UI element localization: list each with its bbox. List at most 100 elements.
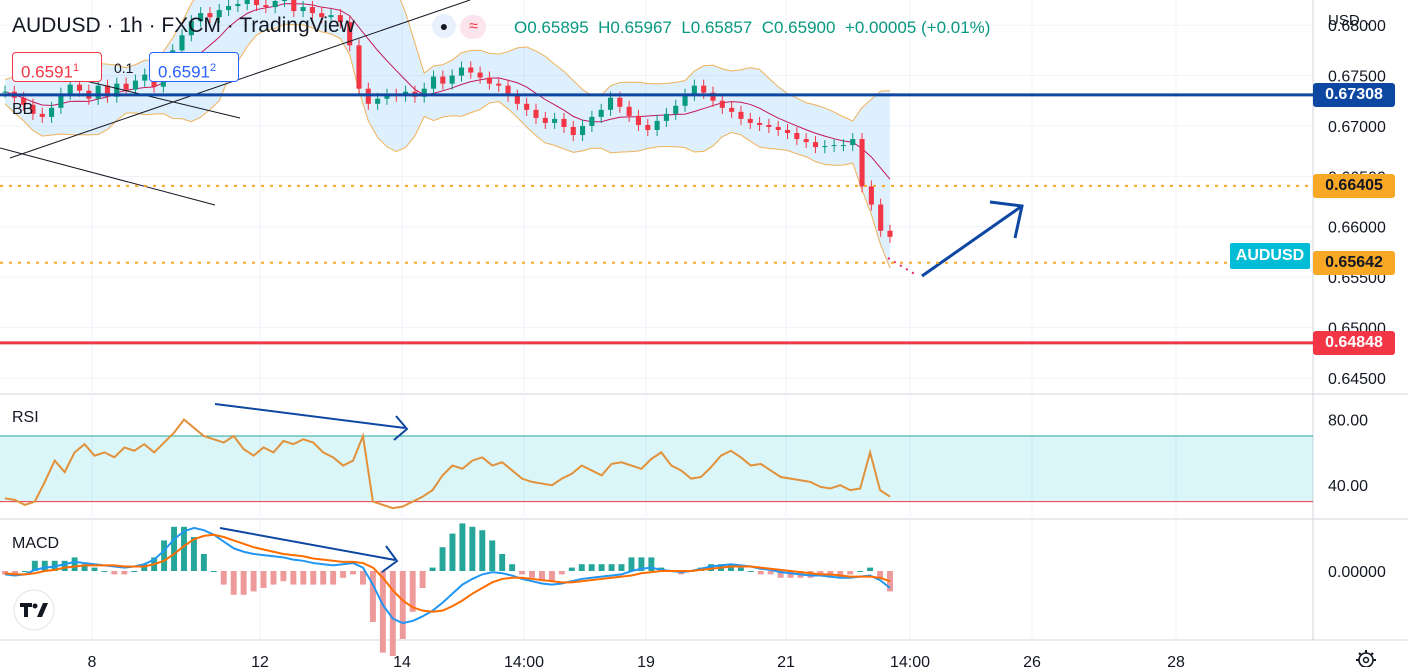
candle xyxy=(328,9,334,24)
header-dot: · xyxy=(148,14,156,37)
macd-histogram-bar xyxy=(161,540,168,571)
candle xyxy=(570,120,576,142)
bb-indicator-label[interactable]: BB xyxy=(12,101,34,118)
macd-histogram-bar xyxy=(857,571,864,572)
macd-histogram-bar xyxy=(210,571,217,572)
candle xyxy=(766,118,772,134)
macd-histogram-bar xyxy=(588,564,595,571)
macd-histogram-bar xyxy=(61,560,68,571)
macd-histogram-bar xyxy=(489,540,496,571)
macd-histogram-bar xyxy=(409,571,416,612)
symbol-name[interactable]: AUDUSD xyxy=(12,14,101,37)
candle xyxy=(738,105,744,125)
channel-line-upper xyxy=(9,0,471,159)
macd-histogram-bar xyxy=(11,571,18,575)
macd-histogram-bar xyxy=(369,571,376,622)
rsi-tick-label: 40.00 xyxy=(1328,478,1368,495)
chart-header: AUDUSD · 1h · FXCM · TradingView xyxy=(12,14,355,38)
macd-histogram-bar xyxy=(847,571,854,575)
chevron-down-icon: ⌄ xyxy=(1363,16,1374,28)
interval-label[interactable]: 1h xyxy=(119,14,143,37)
macd-histogram-bar xyxy=(439,547,446,571)
macd-histogram-bar xyxy=(479,530,486,571)
candle xyxy=(840,139,846,152)
candle xyxy=(207,7,213,24)
candle xyxy=(505,79,511,102)
candle xyxy=(794,126,800,146)
low-value: 0.65857 xyxy=(690,18,753,37)
candle xyxy=(524,97,530,116)
candle xyxy=(449,69,455,90)
macd-histogram-bar xyxy=(171,526,178,571)
macd-histogram-bar xyxy=(131,571,138,572)
macd-histogram-bar xyxy=(111,571,118,575)
price-tick-label: 0.64500 xyxy=(1328,371,1386,388)
buy-price-box[interactable]: 0.65912 xyxy=(149,52,239,82)
macd-indicator-label[interactable]: MACD xyxy=(12,535,60,552)
macd-histogram-bar xyxy=(290,571,297,585)
header-dot: · xyxy=(226,14,234,37)
candle xyxy=(123,77,129,96)
macd-histogram-bar xyxy=(877,571,884,578)
candle xyxy=(887,224,893,243)
macd-histogram-bar xyxy=(638,557,645,571)
candle xyxy=(710,86,716,107)
price-level-label: 0.66405 xyxy=(1313,173,1395,198)
series-icons: ● ≈ xyxy=(432,14,487,39)
time-tick-label: 12 xyxy=(251,654,269,667)
macd-histogram-bar xyxy=(767,571,774,575)
channel-line-lower xyxy=(0,147,216,206)
candle xyxy=(803,133,809,149)
macd-histogram-bar xyxy=(598,564,605,571)
candle xyxy=(747,112,753,129)
macd-histogram-bar xyxy=(499,554,506,571)
candle xyxy=(542,111,548,129)
forecast-dotted-line xyxy=(887,257,919,277)
macd-histogram-bar xyxy=(578,564,585,571)
macd-histogram-bar xyxy=(817,571,824,575)
change-value: +0.00005 (+0.01%) xyxy=(844,18,991,37)
time-tick-label: 28 xyxy=(1167,654,1185,667)
candle xyxy=(729,101,735,118)
price-tick-label: 0.67000 xyxy=(1328,119,1386,136)
broker-label: FXCM xyxy=(161,14,221,37)
bollinger-lower-line xyxy=(4,23,891,269)
candle xyxy=(552,112,558,129)
eye-icon[interactable]: ● xyxy=(432,14,456,38)
macd-histogram-bar xyxy=(648,557,655,571)
macd-histogram-bar xyxy=(81,564,88,571)
close-label: C xyxy=(761,18,774,37)
macd-histogram-bar xyxy=(519,571,526,575)
time-tick-label: 14 xyxy=(393,654,411,667)
macd-signal-line xyxy=(4,533,891,613)
candle xyxy=(812,136,819,154)
tradingview-logo-icon[interactable] xyxy=(13,589,55,631)
macd-histogram-bar xyxy=(91,567,98,571)
macd-histogram-bar xyxy=(230,571,237,595)
candle xyxy=(142,68,148,87)
macd-histogram-bar xyxy=(399,571,406,639)
candle xyxy=(682,88,688,112)
macd-histogram-bar xyxy=(867,567,874,571)
candle xyxy=(188,15,194,42)
indicator-wave-icon[interactable]: ≈ xyxy=(460,15,487,39)
candle xyxy=(831,139,837,153)
macd-histogram-bar xyxy=(708,564,714,571)
open-label: O xyxy=(514,18,528,37)
macd-histogram-bar xyxy=(200,554,207,571)
settings-gear-icon[interactable] xyxy=(1356,650,1376,668)
macd-histogram-bar xyxy=(558,571,565,575)
candle xyxy=(663,107,669,127)
candle xyxy=(179,29,185,57)
candle xyxy=(757,116,763,131)
candle xyxy=(673,99,679,120)
rsi-indicator-label[interactable]: RSI xyxy=(12,409,39,426)
low-label: L xyxy=(681,18,691,37)
candle xyxy=(281,0,288,8)
currency-selector[interactable]: USD ⌄ xyxy=(1328,12,1373,29)
bollinger-band-fill xyxy=(5,0,890,268)
candle xyxy=(598,103,604,123)
macd-histogram-bar xyxy=(101,571,108,572)
sell-price-box[interactable]: 0.65911 xyxy=(12,52,102,82)
